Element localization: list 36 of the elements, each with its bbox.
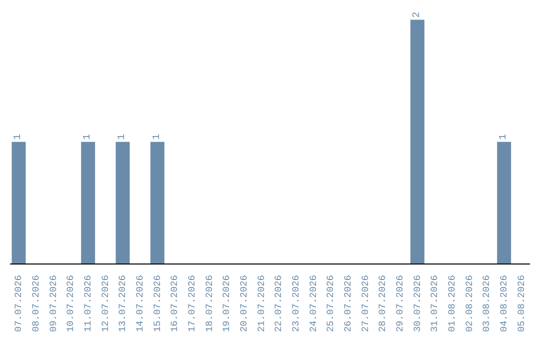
x-tick-label: 02.08.2026 [464,274,475,332]
x-tick-label: 19.07.2026 [221,274,232,332]
x-tick-label: 17.07.2026 [186,274,198,332]
data-label: 2 [412,12,423,18]
x-tick-label: 30.07.2026 [412,274,423,332]
x-tick-label: 25.07.2026 [325,274,336,332]
x-tick-label: 05.08.2026 [516,274,527,332]
data-label: 1 [152,134,163,140]
x-tick-label: 14.07.2026 [134,274,146,332]
x-tick-label: 22.07.2026 [273,274,284,332]
x-tick-label: 09.07.2026 [48,274,59,332]
x-tick-label: 07.07.2026 [13,274,24,332]
x-tick-label: 08.07.2026 [30,274,42,332]
x-tick-label: 01.08.2026 [446,274,458,332]
x-tick-label: 26.07.2026 [342,274,354,332]
x-tick-label: 04.08.2026 [498,274,510,332]
x-tick-label: 12.07.2026 [100,274,111,332]
data-label: 1 [117,134,128,140]
x-tick-label: 28.07.2026 [377,274,388,332]
x-tick-label: 20.07.2026 [238,274,250,332]
x-tick-label: 03.08.2026 [481,274,492,332]
x-tick-label: 10.07.2026 [65,274,76,332]
x-tick-label: 16.07.2026 [169,274,180,332]
x-tick-label: 21.07.2026 [256,274,267,332]
x-tick-label: 11.07.2026 [82,274,94,332]
x-tick-label: 23.07.2026 [290,274,302,332]
x-tick-label: 31.07.2026 [429,274,440,332]
data-label: 1 [82,134,94,140]
x-tick-label: 29.07.2026 [394,274,406,332]
x-tick-label: 27.07.2026 [360,274,371,332]
x-tick-label: 15.07.2026 [152,274,163,332]
data-label: 1 [13,134,24,140]
data-label: 1 [498,134,510,140]
x-tick-label: 13.07.2026 [117,274,128,332]
x-tick-label: 18.07.2026 [204,274,215,332]
x-tick-label: 24.07.2026 [308,274,319,332]
